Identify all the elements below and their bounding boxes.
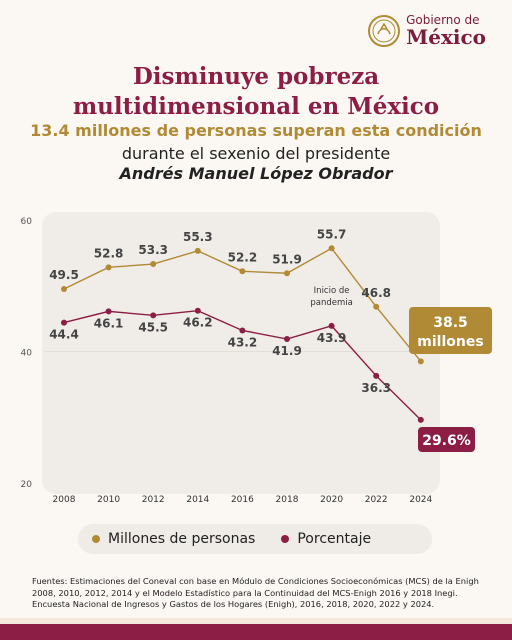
- legend-label-millones: Millones de personas: [108, 531, 256, 547]
- annotation-label: Inicio de: [314, 286, 350, 296]
- data-label: 51.9: [272, 252, 302, 266]
- data-label: 46.8: [361, 286, 391, 300]
- data-point: [61, 319, 67, 326]
- logo-text-bottom: México: [406, 25, 486, 49]
- data-label: 55.3: [183, 230, 213, 244]
- x-tick-label: 2020: [320, 495, 343, 505]
- footer-bar: [0, 624, 512, 640]
- data-label: 52.8: [94, 246, 124, 260]
- data-label: 43.2: [228, 335, 258, 349]
- logo-text-top: Gobierno de: [406, 13, 480, 27]
- data-point: [239, 327, 246, 334]
- data-label: 41.9: [272, 344, 302, 358]
- data-point: [328, 245, 335, 252]
- x-tick-label: 2012: [142, 495, 165, 505]
- data-label: 52.2: [228, 250, 258, 264]
- data-label: 49.5: [49, 268, 79, 282]
- callout-unit-millones: millones: [417, 334, 483, 350]
- data-point: [417, 358, 424, 365]
- annotation-label: pandemia: [310, 298, 352, 308]
- page-title-line1: Disminuye pobreza: [132, 63, 380, 90]
- eagle-seal-icon: [368, 14, 401, 47]
- callout-box-porcentaje: [418, 427, 475, 452]
- government-logo: Gobierno de México: [368, 14, 486, 47]
- data-point: [284, 336, 290, 343]
- subtitle-highlight: 13.4 millones de personas superan esta c…: [30, 121, 482, 140]
- data-point: [150, 312, 157, 319]
- data-label: 55.7: [317, 227, 347, 241]
- data-point: [61, 286, 67, 293]
- sources-note: Fuentes: Estimaciones del Coneval con ba…: [32, 576, 479, 609]
- data-label: 43.9: [317, 331, 347, 345]
- legend-item-porcentaje: Porcentaje: [281, 531, 371, 547]
- legend-dot-gold: [92, 535, 100, 543]
- x-tick-label: 2022: [365, 495, 388, 505]
- legend-label-porcentaje: Porcentaje: [297, 531, 372, 547]
- x-tick-label: 2010: [97, 495, 120, 505]
- y-tick-label: 60: [21, 217, 33, 227]
- data-label: 46.2: [183, 316, 213, 330]
- data-label: 53.3: [138, 243, 168, 257]
- legend-item-millones: Millones de personas: [92, 531, 255, 547]
- data-point: [373, 303, 380, 310]
- x-tick-label: 2024: [409, 495, 432, 505]
- x-tick-label: 2018: [276, 495, 299, 505]
- legend-dot-maroon: [281, 535, 290, 543]
- x-tick-label: 2008: [53, 495, 76, 505]
- subtitle-line2: durante el sexenio del presidente: [121, 144, 391, 163]
- data-point: [105, 308, 112, 315]
- chart-legend: Millones de personas Porcentaje: [78, 524, 432, 554]
- data-point: [150, 261, 157, 268]
- data-point: [328, 322, 335, 329]
- data-point: [284, 270, 290, 277]
- data-point: [373, 372, 380, 379]
- data-point: [417, 416, 424, 423]
- plot-background: [42, 212, 440, 494]
- callout-value-porcentaje: 29.6%: [422, 433, 471, 449]
- page-title-line2: multidimensional en México: [72, 93, 440, 120]
- data-label: 46.1: [94, 316, 124, 330]
- data-label: 44.4: [49, 328, 79, 342]
- data-label: 45.5: [138, 320, 168, 334]
- y-tick-label: 20: [21, 480, 33, 490]
- callout-value-millones: 38.5: [433, 315, 468, 331]
- data-point: [239, 268, 246, 275]
- subtitle-president: Andrés Manuel López Obrador: [119, 164, 393, 183]
- data-point: [194, 247, 201, 254]
- footer-strip: [0, 618, 512, 624]
- callout-box-millones: [409, 307, 492, 354]
- data-point: [105, 264, 112, 271]
- data-label: 36.3: [361, 381, 391, 395]
- x-tick-label: 2014: [186, 495, 209, 505]
- x-tick-label: 2016: [231, 495, 254, 505]
- data-point: [194, 307, 201, 314]
- y-tick-label: 40: [21, 349, 33, 359]
